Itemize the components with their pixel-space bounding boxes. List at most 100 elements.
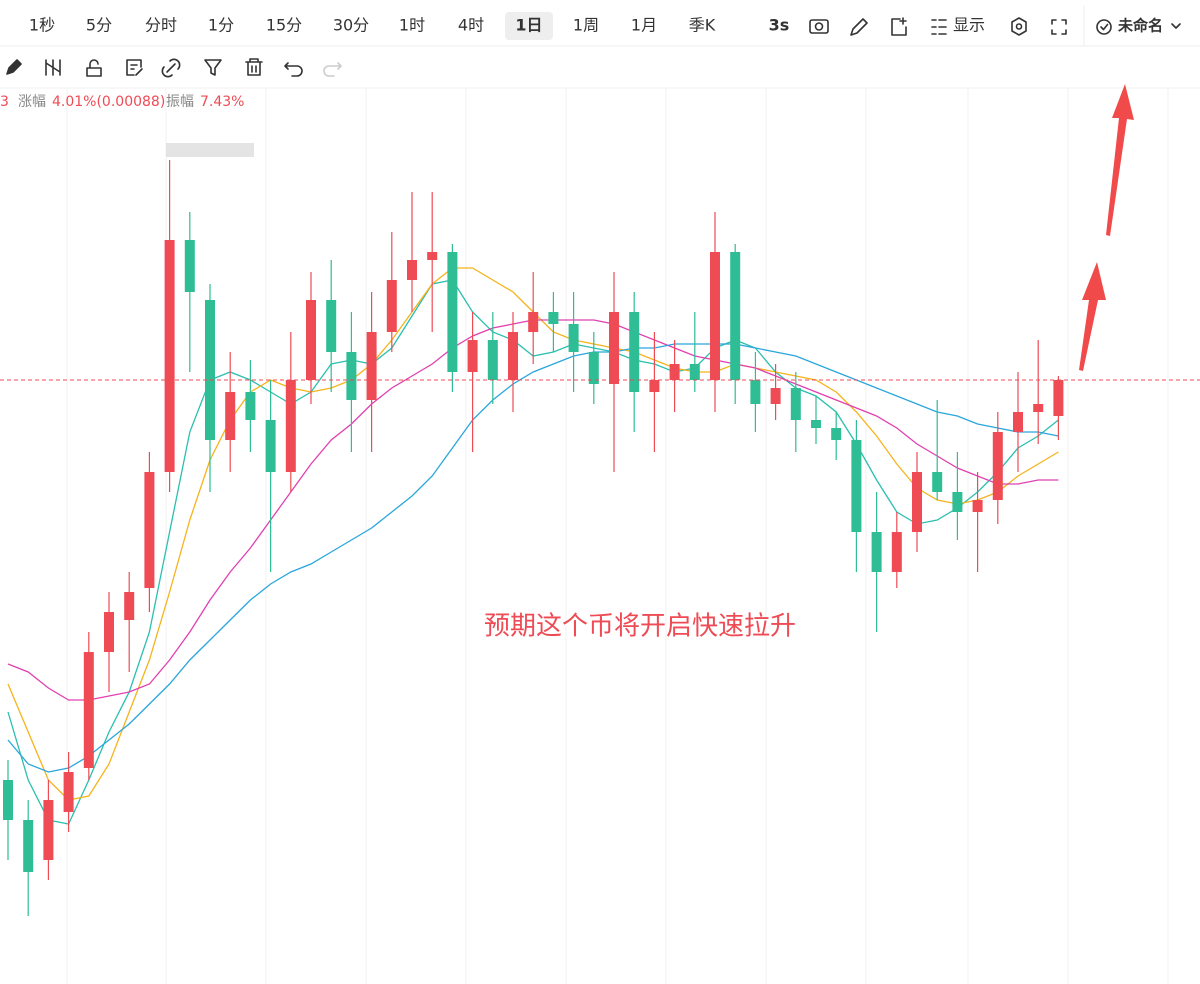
candle-body: [548, 312, 559, 324]
info-prefix: 3: [0, 94, 9, 110]
candle-body: [164, 240, 175, 472]
candle-body: [992, 432, 1003, 500]
drawing-tools: [6, 58, 342, 78]
candle-body: [386, 280, 397, 332]
redo-tool[interactable]: [323, 62, 342, 77]
candle-body: [710, 252, 720, 380]
up-arrows: [1079, 84, 1134, 371]
candle-body: [790, 388, 801, 420]
candle-body: [1033, 404, 1044, 412]
candle-body: [245, 392, 256, 420]
candle-body: [831, 428, 842, 440]
lock-tool[interactable]: [86, 59, 102, 77]
candle-body: [265, 420, 276, 472]
pattern-tool[interactable]: [45, 59, 61, 76]
candle-body: [588, 352, 599, 384]
candle-body: [811, 420, 821, 428]
candle-body: [972, 500, 983, 512]
candle-body: [750, 380, 761, 404]
interval-button[interactable]: 1月: [631, 16, 657, 35]
interval-button[interactable]: 4时: [458, 16, 484, 35]
candle-body: [43, 800, 54, 860]
pen-icon[interactable]: [850, 18, 868, 36]
candle-body: [407, 260, 417, 280]
candle-body: [225, 392, 236, 440]
interval-button[interactable]: 1秒: [29, 16, 55, 35]
interval-button[interactable]: 1分: [208, 16, 234, 35]
candle-body: [528, 312, 539, 332]
candle-body: [568, 324, 579, 352]
moving-average-line: [7, 343, 1059, 773]
candle-body: [467, 340, 478, 372]
filter-tool[interactable]: [204, 59, 222, 76]
candle-body: [285, 380, 296, 472]
candle-body: [366, 332, 377, 400]
blurred-label: [166, 143, 254, 157]
candle-body: [144, 472, 155, 588]
fullscreen-icon[interactable]: [1051, 19, 1067, 35]
settings-icon[interactable]: [1011, 17, 1027, 36]
annotation: 预期这个币将开启快速拉升: [484, 612, 796, 642]
candle-body: [306, 300, 316, 380]
camera-icon[interactable]: [809, 19, 829, 34]
brush-tool[interactable]: [6, 59, 22, 75]
candle-body: [104, 612, 114, 652]
candle-body: [952, 492, 963, 512]
candle-body: [184, 240, 195, 292]
display-button[interactable]: 显示: [953, 16, 985, 35]
candle-body: [508, 332, 518, 380]
candle-body: [447, 252, 458, 372]
candle-body: [932, 472, 943, 492]
candle-body: [205, 300, 215, 440]
candle-body: [609, 312, 619, 384]
candle-body: [891, 532, 902, 572]
candle-body: [770, 388, 781, 404]
interval-button[interactable]: 季K: [689, 16, 716, 35]
candle-body: [487, 340, 498, 380]
amplitude-value: 7.43%: [200, 94, 244, 110]
interval-button[interactable]: 1日: [515, 16, 542, 35]
interval-button[interactable]: 15分: [266, 16, 302, 35]
edit-tool[interactable]: [126, 59, 143, 76]
candle-body: [689, 364, 700, 380]
candle-body: [1053, 380, 1064, 416]
interval-button[interactable]: 1周: [573, 16, 599, 35]
refresh-rate[interactable]: 3s: [769, 16, 790, 35]
plot-area: [0, 160, 1200, 916]
candle-body: [83, 652, 94, 768]
change-value: 4.01%(0.00088): [52, 94, 165, 110]
display-icon[interactable]: [931, 19, 947, 35]
interval-toolbar: 1秒 5分 分时 1分 15分 30分 1时 4时 1日 1周 1月 季K: [29, 12, 716, 40]
candle-body: [851, 440, 862, 532]
candle-body: [871, 532, 882, 572]
candle-body: [3, 780, 13, 820]
magnet-tool[interactable]: [161, 58, 181, 78]
candle-body: [669, 364, 680, 380]
delete-tool[interactable]: [245, 58, 263, 76]
candle-body: [912, 472, 922, 532]
candle-body: [649, 380, 660, 392]
dropdown-arrow[interactable]: [1171, 23, 1181, 29]
undo-tool[interactable]: [284, 62, 303, 77]
candle-body: [326, 300, 337, 352]
interval-button[interactable]: 30分: [333, 16, 369, 35]
interval-button[interactable]: 1时: [399, 16, 425, 35]
amplitude-label: 振幅: [166, 94, 194, 110]
vertical-grid: [66, 88, 1169, 984]
interval-button[interactable]: 分时: [145, 16, 177, 35]
candle-body: [427, 252, 438, 260]
add-panel-icon[interactable]: [891, 17, 907, 36]
candle-body: [629, 312, 640, 392]
candle-body: [730, 252, 741, 380]
cloud-icon[interactable]: [1096, 19, 1112, 35]
change-label: 涨幅: [18, 94, 46, 110]
candle-body: [346, 352, 357, 400]
selected-interval-bg: [505, 12, 553, 40]
layout-name[interactable]: 未命名: [1117, 17, 1163, 35]
interval-button[interactable]: 5分: [86, 16, 112, 35]
candle-body: [124, 592, 135, 620]
candle-body: [23, 820, 34, 872]
candle-body: [1013, 412, 1023, 432]
